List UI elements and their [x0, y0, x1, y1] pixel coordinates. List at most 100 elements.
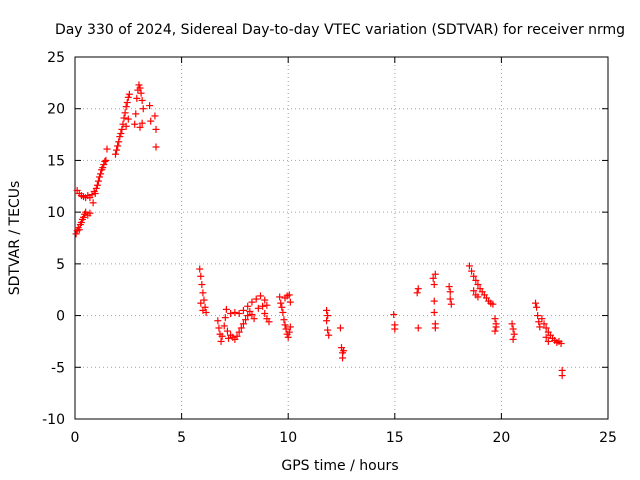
data-point [92, 184, 100, 192]
data-point [261, 310, 269, 318]
data-point [89, 199, 97, 207]
data-point [114, 142, 122, 150]
data-point [491, 315, 499, 323]
data-point [113, 146, 121, 154]
y-tick-labels: -10 -5 0 5 10 15 20 25 [42, 50, 65, 428]
data-point [237, 324, 245, 332]
axis-ticks [74, 56, 609, 420]
data-point [339, 354, 347, 362]
y-tick-label: -10 [42, 412, 65, 428]
data-point [544, 337, 552, 345]
data-point [470, 287, 478, 295]
data-point [261, 296, 269, 304]
data-point [120, 114, 128, 122]
data-point [430, 281, 438, 289]
data-point [239, 306, 247, 314]
data-point [132, 110, 140, 118]
y-tick-label: -5 [51, 360, 65, 376]
data-point [112, 150, 120, 158]
data-point [220, 322, 228, 330]
data-point [242, 316, 250, 324]
data-point [116, 133, 124, 141]
data-point [151, 112, 159, 120]
data-point [147, 117, 155, 125]
data-point [146, 102, 154, 110]
data-point [535, 318, 543, 326]
data-point [197, 299, 205, 307]
data-point [446, 288, 454, 296]
x-axis-label: GPS time / hours [281, 458, 398, 474]
data-point [100, 161, 108, 169]
data-point [235, 310, 243, 318]
data-point [282, 325, 290, 333]
data-point [534, 312, 542, 320]
data-point [139, 105, 147, 113]
data-point [122, 103, 130, 111]
data-point [472, 276, 480, 284]
data-point [135, 81, 143, 89]
data-point [536, 323, 544, 331]
data-point [492, 323, 500, 331]
data-point [235, 328, 243, 336]
data-point [94, 177, 102, 185]
data-point [509, 325, 517, 333]
data-point [390, 311, 398, 319]
data-point [429, 274, 437, 282]
data-point [131, 120, 139, 128]
data-point [276, 293, 284, 301]
data-point [542, 324, 550, 332]
data-point [252, 295, 260, 303]
data-point [96, 173, 104, 181]
data-point [123, 99, 131, 107]
data-point [431, 270, 439, 278]
data-point [115, 138, 123, 146]
x-tick-label: 25 [599, 430, 617, 446]
data-point [99, 164, 107, 172]
data-point [250, 315, 258, 323]
data-point [152, 125, 160, 133]
data-point [263, 301, 271, 309]
data-point [256, 292, 264, 300]
data-point [72, 230, 80, 238]
x-tick-label: 5 [177, 430, 186, 446]
data-point [431, 324, 439, 332]
data-point [430, 308, 438, 316]
x-tick-labels: 0 5 10 15 20 25 [71, 430, 617, 446]
data-point [509, 335, 517, 343]
y-tick-label: 15 [47, 153, 65, 169]
data-point [136, 84, 144, 92]
data-point [138, 119, 146, 127]
data-point [340, 347, 348, 355]
data-points [72, 81, 566, 380]
data-point [285, 291, 293, 299]
y-tick-label: 20 [47, 102, 65, 118]
data-point [199, 289, 207, 297]
data-point [430, 297, 438, 305]
data-point [557, 339, 565, 347]
data-point [93, 181, 101, 189]
data-point [118, 125, 126, 133]
data-point [97, 170, 105, 178]
data-point [196, 265, 204, 273]
data-point [138, 96, 146, 104]
data-point [325, 331, 333, 339]
chart-title: Day 330 of 2024, Sidereal Day-to-day VTE… [55, 22, 625, 38]
data-point [414, 285, 422, 293]
data-point [103, 145, 111, 153]
data-point [391, 325, 399, 333]
data-point [533, 303, 541, 311]
data-point [124, 115, 132, 123]
data-point [277, 299, 285, 307]
data-point [86, 209, 94, 217]
data-point [446, 295, 454, 303]
grid [75, 57, 608, 419]
data-point [122, 122, 130, 130]
data-point [324, 326, 332, 334]
data-point [336, 324, 344, 332]
data-point [200, 296, 208, 304]
data-point [491, 327, 499, 335]
data-point [508, 320, 516, 328]
data-point [223, 327, 231, 335]
data-point [445, 283, 453, 291]
